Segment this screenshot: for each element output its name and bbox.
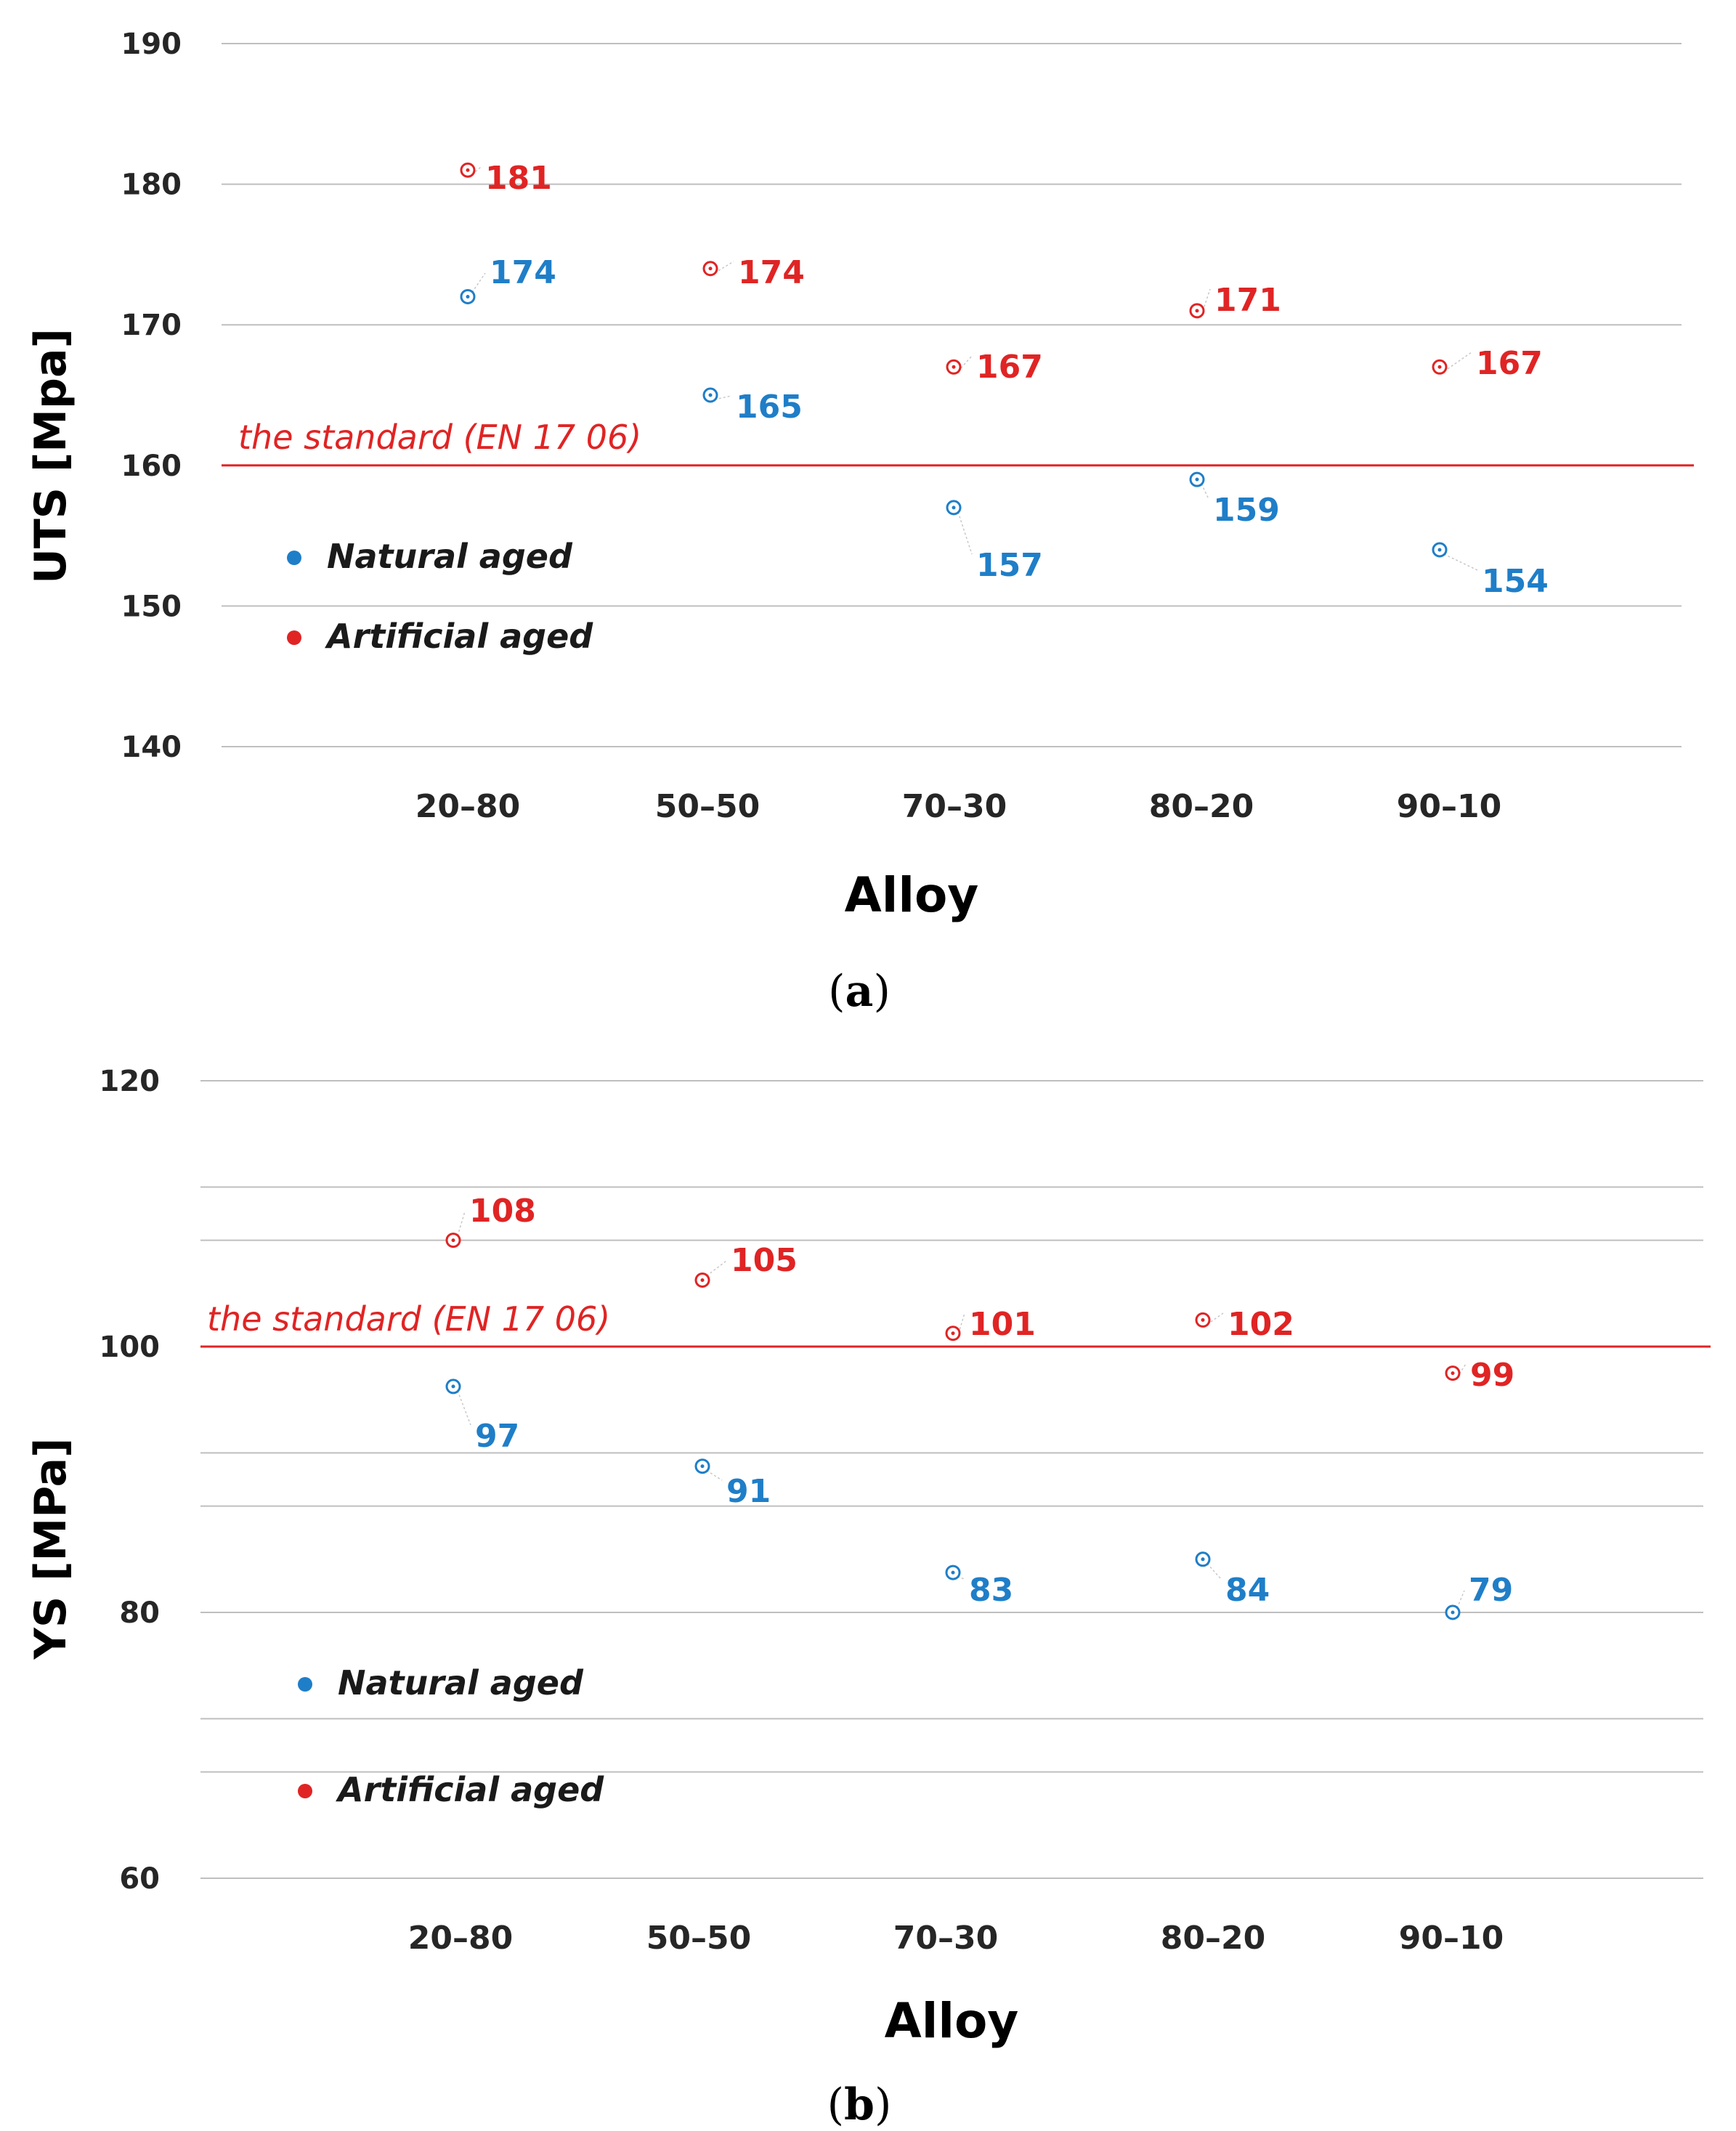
x-tick-label: 80–20 <box>1161 1920 1265 1957</box>
x-tick-label: 70–30 <box>893 1920 998 1957</box>
data-label-natural: 91 <box>726 1473 771 1510</box>
point-center-artificial <box>1437 365 1442 369</box>
data-label-artificial: 105 <box>731 1242 798 1279</box>
y-tick-label: 170 <box>121 309 182 342</box>
caption-a: (a) <box>828 966 891 1017</box>
point-center-natural <box>451 1384 455 1389</box>
leader-line <box>714 395 732 400</box>
data-label-natural: 159 <box>1213 492 1280 529</box>
point-center-natural <box>1437 548 1442 552</box>
leader-line <box>457 1390 471 1426</box>
data-label-natural: 157 <box>976 547 1043 584</box>
leader-line <box>957 355 973 372</box>
point-center-natural <box>1201 1557 1205 1562</box>
y-tick-label: 160 <box>121 450 182 483</box>
y-tick-label: 80 <box>119 1596 160 1630</box>
leader-line <box>1443 352 1472 372</box>
chart-ys: 60 80 100 120 20–80 50–50 70–30 80–20 90–10 Alloy… <box>25 1065 1711 2049</box>
x-tick-label: 80–20 <box>1149 788 1254 825</box>
x-tick-label: 20–80 <box>415 788 520 825</box>
y-tick-label: 100 <box>100 1331 161 1364</box>
point-center-artificial <box>451 1238 455 1243</box>
data-label-artificial: 167 <box>1476 345 1543 382</box>
point-center-natural <box>466 294 470 299</box>
caption-b-letter: b <box>844 2079 875 2128</box>
y-tick-label: 180 <box>121 169 182 202</box>
x-tick-label: 50–50 <box>646 1920 751 1957</box>
leader-line <box>1456 1363 1467 1379</box>
point-center-artificial <box>951 1331 955 1336</box>
legend-label-natural: Natural aged <box>338 1663 584 1702</box>
point-center-artificial <box>708 267 713 271</box>
legend-label-artificial: Artificial aged <box>336 1770 604 1809</box>
chart-uts: 140 150 160 170 180 190 20–80 50–50 70–30 80–20 90… <box>25 28 1694 923</box>
leader-line <box>1206 1563 1222 1580</box>
legend-label-artificial: Artificial aged <box>325 617 593 656</box>
data-label-artificial: 101 <box>969 1306 1036 1343</box>
data-label-natural: 83 <box>969 1572 1013 1609</box>
leader-line <box>1456 1590 1465 1609</box>
caption-a-letter: a <box>845 966 874 1017</box>
x-tick-label: 20–80 <box>408 1920 513 1957</box>
point-center-artificial <box>1201 1318 1205 1322</box>
data-label-artificial: 99 <box>1470 1357 1514 1394</box>
data-label-artificial: 102 <box>1228 1306 1294 1343</box>
point-center-artificial <box>1195 309 1199 313</box>
leader-line <box>457 1211 466 1236</box>
standard-label: the standard (EN 17 06) <box>238 418 641 457</box>
legend-marker-artificial <box>298 1784 312 1798</box>
point-center-natural <box>1451 1610 1455 1615</box>
point-center-artificial <box>700 1278 705 1282</box>
legend-label-natural: Natural aged <box>327 537 573 576</box>
data-label-artificial: 167 <box>976 349 1043 386</box>
x-tick-label: 90–10 <box>1399 1920 1504 1957</box>
y-axis-title: UTS [Mpa] <box>25 328 76 584</box>
point-center-natural <box>1195 477 1199 482</box>
data-label-natural: 97 <box>475 1418 519 1455</box>
data-label-natural: 174 <box>490 254 556 291</box>
y-axis-title: YS [MPa] <box>25 1438 76 1660</box>
y-tick-label: 140 <box>121 731 182 764</box>
leader-line <box>1206 1312 1224 1326</box>
data-label-artificial: 174 <box>738 254 805 291</box>
data-label-natural: 165 <box>736 389 803 426</box>
data-label-natural: 84 <box>1225 1572 1270 1609</box>
point-center-natural <box>952 506 956 510</box>
leader-line <box>1201 483 1209 500</box>
point-center-natural <box>951 1570 955 1575</box>
point-center-artificial <box>1451 1371 1455 1376</box>
point-center-natural <box>708 393 713 397</box>
data-label-artificial: 181 <box>485 160 552 197</box>
y-tick-label: 60 <box>119 1862 160 1896</box>
data-label-artificial: 108 <box>469 1193 536 1230</box>
point-center-natural <box>700 1464 705 1469</box>
legend-marker-natural <box>287 551 301 565</box>
legend-marker-artificial <box>287 630 301 645</box>
x-tick-label: 50–50 <box>655 788 760 825</box>
data-label-artificial: 171 <box>1214 282 1281 319</box>
leader-line <box>706 1470 723 1481</box>
point-center-artificial <box>466 168 470 172</box>
leader-line <box>471 272 486 293</box>
x-axis-title: Alloy <box>885 1993 1019 2049</box>
x-tick-label: 90–10 <box>1397 788 1501 825</box>
point-center-artificial <box>952 365 956 369</box>
leader-line <box>1443 553 1478 571</box>
x-tick-label: 70–30 <box>902 788 1007 825</box>
x-axis-title: Alloy <box>845 867 979 923</box>
leader-line <box>714 261 734 274</box>
data-label-natural: 79 <box>1469 1572 1513 1609</box>
standard-label: the standard (EN 17 06) <box>207 1299 610 1339</box>
data-label-natural: 154 <box>1482 563 1549 600</box>
y-tick-label: 120 <box>100 1065 161 1098</box>
y-tick-label: 150 <box>121 590 182 623</box>
caption-b: (b) <box>827 2079 892 2128</box>
y-tick-label: 190 <box>121 28 182 61</box>
leader-line <box>957 511 973 555</box>
legend-marker-natural <box>298 1677 312 1692</box>
leader-line <box>706 1260 727 1277</box>
